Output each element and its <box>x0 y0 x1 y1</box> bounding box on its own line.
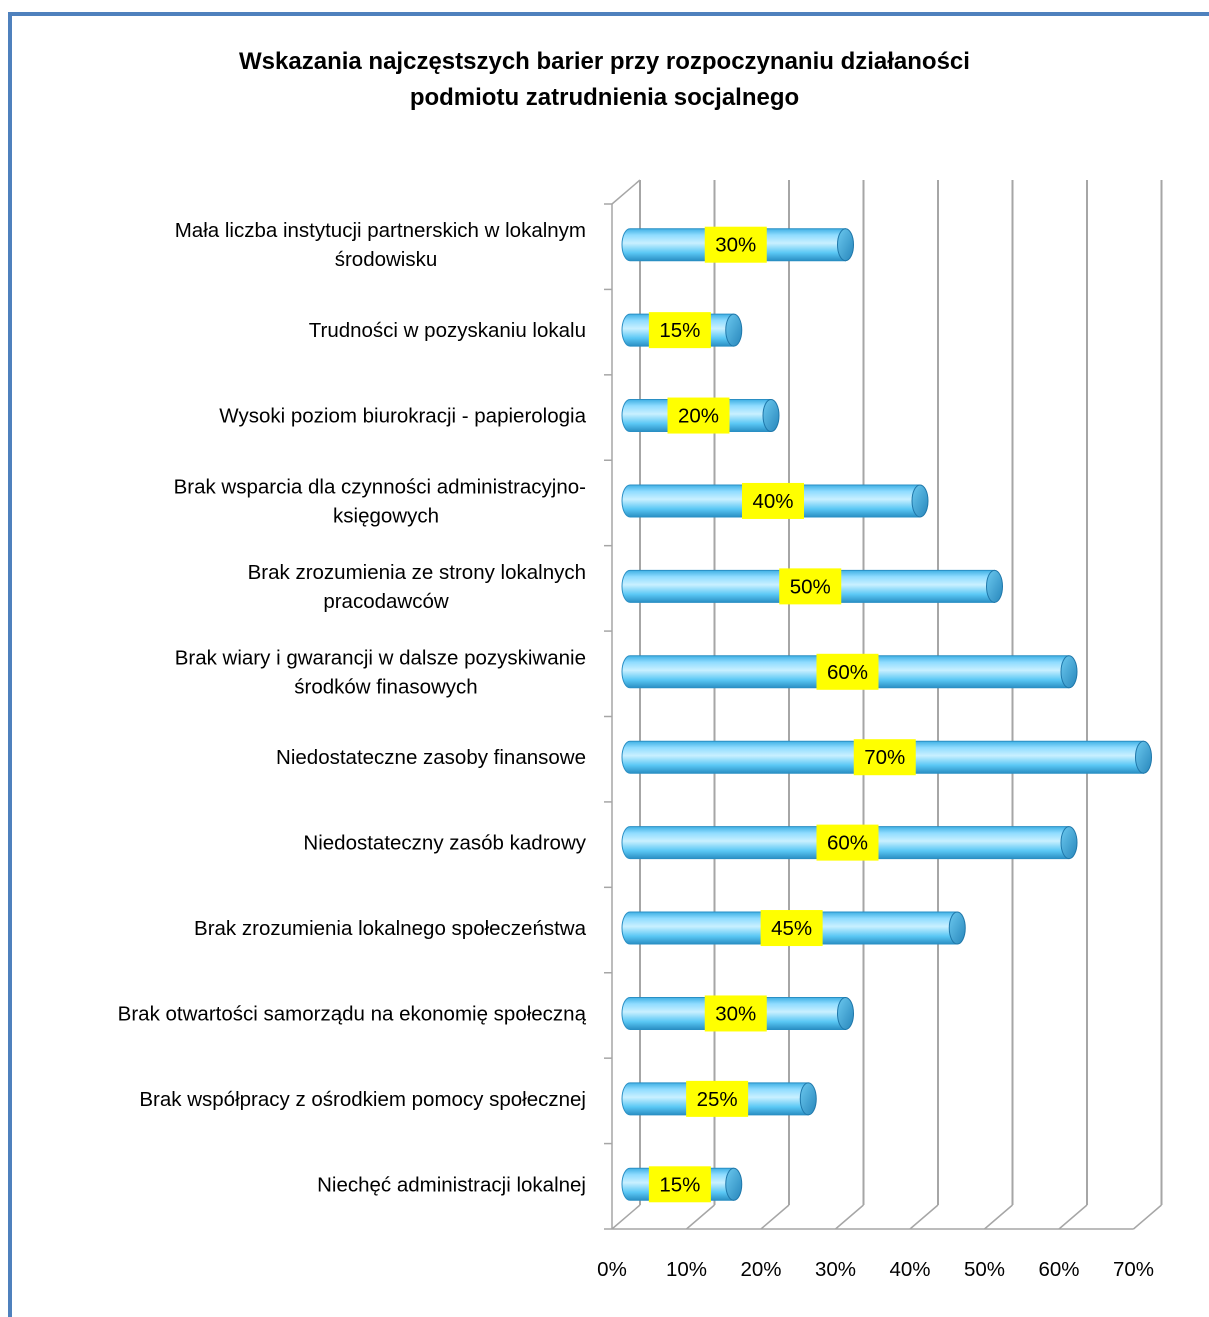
data-label: 50% <box>790 575 831 598</box>
side-wall-top <box>611 179 641 205</box>
data-label-box <box>853 739 916 776</box>
category-label-line: Niedostateczny zasób kadrowy <box>303 832 586 855</box>
bar-end-cap <box>1060 826 1078 860</box>
bar-end-cap <box>837 228 854 262</box>
category-label: Brak zrozumienia ze strony lokalnych prac… <box>248 561 586 613</box>
bar-end-cap <box>799 1082 817 1116</box>
grid-layer <box>604 179 1163 1230</box>
bar-end-cap <box>837 996 854 1030</box>
category-label: Brak zrozumienia lokalnego społeczeństwa <box>194 917 587 940</box>
data-label-box <box>779 568 842 605</box>
category-label-line: Mała liczba instytucji partnerskich w lo… <box>175 219 586 242</box>
data-label: 60% <box>827 661 868 684</box>
x-tick-label: 30% <box>815 1258 856 1281</box>
bar-end-cap <box>986 569 1003 603</box>
data-label: 70% <box>864 746 905 769</box>
floor-line-30 <box>835 1204 864 1230</box>
category-label-line: księgowych <box>333 504 439 527</box>
category-label-line: Brak otwartości samorządu na ekonomię sp… <box>118 1002 587 1025</box>
x-tick-label: 20% <box>740 1258 781 1281</box>
bar-end-cap <box>725 313 743 347</box>
data-label: 25% <box>697 1088 738 1111</box>
category-label: Brak wiary i gwarancji w dalsze pozyskiw… <box>175 646 586 698</box>
floor-line-40 <box>909 1204 939 1230</box>
category-label-line: środków finasowych <box>294 675 477 698</box>
category-label-line: Brak współpracy z ośrodkiem pomocy społe… <box>139 1088 586 1111</box>
tick-label-layer: 0% 10% 20% 30% 40% 50% 60% 70% <box>597 1258 1154 1281</box>
bar-end-cap <box>1135 740 1152 774</box>
data-label: 20% <box>678 405 719 428</box>
data-label-box <box>742 482 804 519</box>
data-label-box <box>760 910 823 947</box>
category-label-line: Brak wsparcia dla czynności administracy… <box>174 475 586 498</box>
category-label: Mała liczba instytucji partnerskich w lo… <box>175 219 586 271</box>
data-label: 15% <box>659 1173 700 1196</box>
data-label: 15% <box>659 319 700 342</box>
category-label: Brak wsparcia dla czynności administracy… <box>174 475 586 527</box>
category-label-line: Niedostateczne zasoby finansowe <box>276 746 586 769</box>
floor-line-50 <box>984 1204 1013 1230</box>
data-label: 30% <box>715 234 756 257</box>
floor-line-10 <box>686 1204 715 1230</box>
category-label: Brak współpracy z ośrodkiem pomocy społe… <box>139 1088 586 1111</box>
data-label-box <box>667 397 730 434</box>
data-label-box <box>648 1166 711 1203</box>
x-tick-label: 50% <box>964 1258 1005 1281</box>
data-label-box <box>816 653 879 690</box>
chart-title: Wskazania najczęstszych barier przy rozp… <box>0 44 1209 116</box>
category-label-line: Brak wiary i gwarancji w dalsze pozyskiw… <box>175 646 586 669</box>
category-label-line: Niechęć administracji lokalnej <box>317 1173 586 1196</box>
x-tick-label: 0% <box>597 1258 627 1281</box>
floor-line-70 <box>1133 1204 1162 1230</box>
x-tick-label: 70% <box>1113 1258 1154 1281</box>
data-label-box <box>704 226 767 263</box>
chart-title-line-2: podmiotu zatrudnienia socjalnego <box>409 84 800 111</box>
category-label-layer: Mała liczba instytucji partnerskich w lo… <box>118 219 587 1196</box>
data-label-box <box>704 995 767 1032</box>
bar-end-cap <box>948 911 966 945</box>
x-tick-label: 40% <box>889 1258 930 1281</box>
bar-end-cap <box>911 484 929 518</box>
x-tick-label: 60% <box>1038 1258 1079 1281</box>
category-label-line: Wysoki poziom biurokracji - papierologia <box>219 405 586 428</box>
category-label: Trudności w pozyskaniu lokalu <box>309 319 586 342</box>
data-label-box <box>816 824 879 861</box>
category-label: Wysoki poziom biurokracji - papierologia <box>219 405 586 428</box>
data-label: 40% <box>752 490 793 513</box>
category-label: Brak otwartości samorządu na ekonomię sp… <box>118 1002 587 1025</box>
bar-end-cap <box>1060 655 1078 689</box>
category-label-line: pracodawców <box>323 590 449 613</box>
floor-line-60 <box>1058 1204 1088 1230</box>
category-label-line: Trudności w pozyskaniu lokalu <box>309 319 586 342</box>
chart-title-line-1: Wskazania najczęstszych barier przy rozp… <box>239 48 970 75</box>
data-label: 60% <box>827 832 868 855</box>
bar-end-cap <box>725 1167 743 1201</box>
category-label-line: Brak zrozumienia ze strony lokalnych <box>248 561 586 584</box>
data-label-box <box>648 312 711 349</box>
category-label-line: Brak zrozumienia lokalnego społeczeństwa <box>194 917 587 940</box>
bar-end-cap <box>762 399 780 433</box>
category-label: Niedostateczne zasoby finansowe <box>276 746 586 769</box>
floor-line-0 <box>611 1204 641 1230</box>
floor-line-20 <box>760 1204 790 1230</box>
data-label-box <box>686 1080 749 1117</box>
x-tick-label: 10% <box>666 1258 707 1281</box>
category-label: Niedostateczny zasób kadrowy <box>303 832 586 855</box>
bar-layer: 30% 15% 20% 40% 50% 60% 70% 60% 45% 30% 25% 15% <box>621 226 1152 1203</box>
category-label: Niechęć administracji lokalnej <box>317 1173 586 1196</box>
data-label: 30% <box>715 1002 756 1025</box>
category-label-line: środowisku <box>335 248 438 271</box>
data-label: 45% <box>771 917 812 940</box>
